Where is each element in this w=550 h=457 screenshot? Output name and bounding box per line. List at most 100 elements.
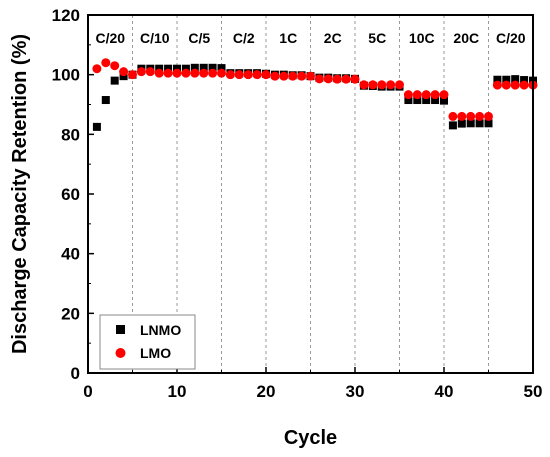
lmo-point — [501, 80, 511, 90]
x-tick-label: 50 — [524, 382, 543, 401]
lnmo-point — [199, 63, 208, 72]
lmo-point — [243, 70, 253, 80]
lnmo-point — [208, 63, 217, 72]
lnmo-point — [101, 96, 110, 105]
y-tick-label: 20 — [61, 304, 80, 323]
x-axis-title: Cycle — [284, 427, 337, 449]
lmo-point — [190, 68, 200, 78]
y-tick-label: 80 — [61, 125, 80, 144]
lnmo-point — [466, 119, 475, 128]
lmo-point — [341, 74, 351, 84]
lmo-point — [519, 80, 529, 90]
lmo-point — [261, 70, 271, 80]
x-axis-ticks: 0 10 20 30 40 50 — [83, 367, 542, 401]
lmo-point — [430, 90, 440, 100]
lnmo-point — [493, 75, 502, 84]
lmo-point — [368, 80, 378, 90]
lmo-point — [350, 74, 360, 84]
x-tick-label: 30 — [346, 382, 365, 401]
lnmo-point — [431, 96, 440, 105]
lmo-point — [172, 68, 182, 78]
lmo-point — [492, 80, 502, 90]
lmo-point — [225, 70, 235, 80]
lmo-point — [377, 80, 387, 90]
lmo-point — [270, 71, 280, 81]
rate-label: C/10 — [140, 30, 170, 46]
lnmo-point — [502, 75, 511, 84]
lmo-point — [101, 58, 111, 68]
lnmo-point — [92, 122, 101, 131]
rate-labels: C/20 C/10 C/5 C/2 1C 2C 5C 10C 20C C/20 — [95, 30, 525, 46]
lmo-point — [252, 70, 262, 80]
lmo-point — [421, 90, 431, 100]
lmo-point — [475, 111, 485, 121]
lnmo-point — [110, 76, 119, 85]
rate-label: 2C — [324, 30, 342, 46]
lmo-point — [217, 68, 226, 78]
lnmo-point — [457, 119, 466, 128]
x-tick-label: 0 — [83, 382, 92, 401]
lmo-point — [279, 71, 289, 81]
lmo-point — [154, 68, 164, 78]
rate-label: 1C — [279, 30, 297, 46]
lmo-point — [386, 80, 396, 90]
rate-label: C/2 — [233, 30, 255, 46]
lmo-point — [297, 71, 307, 81]
lnmo-point — [404, 96, 413, 105]
lmo-point — [181, 68, 191, 78]
x-tick-label: 40 — [435, 382, 454, 401]
lmo-point — [510, 80, 520, 90]
lmo-point — [323, 74, 333, 84]
y-axis-ticks: 0 20 40 60 80 100 120 — [52, 6, 94, 383]
lmo-point — [484, 111, 493, 121]
lmo-point — [448, 111, 458, 121]
lnmo-point — [475, 119, 484, 128]
y-tick-label: 100 — [52, 66, 80, 85]
lmo-point — [403, 90, 413, 100]
lmo-point — [199, 68, 209, 78]
lmo-point — [208, 68, 218, 78]
lmo-point — [457, 111, 467, 121]
lmo-point — [288, 71, 298, 81]
rate-label: C/20 — [95, 30, 125, 46]
lmo-point — [412, 90, 422, 100]
lmo-point — [314, 74, 324, 84]
lnmo-point — [422, 96, 431, 105]
y-tick-label: 0 — [71, 364, 80, 383]
legend-box — [99, 314, 196, 370]
lmo-point — [119, 67, 129, 77]
legend-lmo-label: LMO — [140, 345, 171, 361]
lmo-point — [145, 67, 155, 77]
x-tick-label: 10 — [168, 382, 187, 401]
lmo-point — [92, 64, 102, 74]
lmo-point — [234, 70, 244, 80]
legend-lmo-marker — [115, 348, 126, 358]
lmo-point — [466, 111, 476, 121]
lmo-point — [359, 80, 369, 90]
lnmo-point — [190, 63, 199, 72]
rate-label: 5C — [368, 30, 386, 46]
x-tick-label: 20 — [257, 382, 276, 401]
rate-label: C/5 — [188, 30, 210, 46]
y-tick-label: 40 — [61, 245, 80, 264]
lnmo-point — [448, 121, 457, 130]
lnmo-point — [413, 96, 422, 105]
lmo-point — [128, 70, 137, 80]
y-tick-label: 120 — [52, 6, 80, 25]
legend: LNMO LMO — [99, 314, 196, 370]
lmo-point — [439, 90, 449, 100]
lmo-point — [332, 74, 342, 84]
lnmo-point — [440, 96, 448, 105]
lmo-point — [136, 67, 146, 77]
y-axis-title: Discharge Capacity Retention (%) — [9, 34, 31, 354]
lmo-point — [395, 80, 404, 90]
lmo-point — [306, 71, 315, 81]
lnmo-point — [217, 64, 226, 73]
lnmo-point — [484, 119, 493, 128]
y-tick-label: 60 — [61, 185, 80, 204]
lmo-point — [110, 61, 120, 71]
lnmo-point — [511, 75, 520, 84]
rate-label: 10C — [409, 30, 435, 46]
legend-lnmo-marker — [116, 325, 125, 334]
